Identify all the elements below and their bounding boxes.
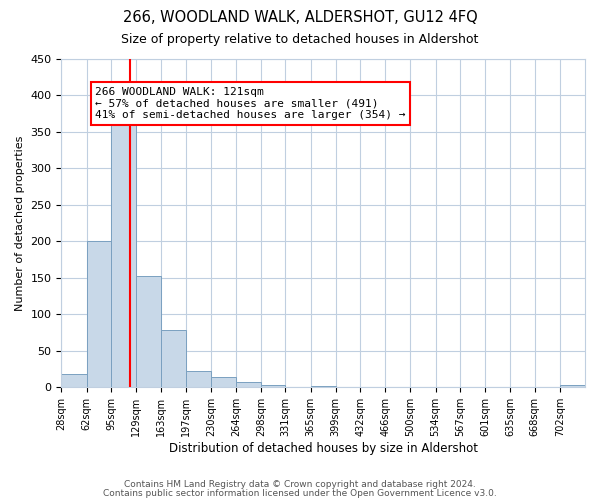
Bar: [187, 372, 211, 388]
Text: Contains HM Land Registry data © Crown copyright and database right 2024.: Contains HM Land Registry data © Crown c…: [124, 480, 476, 489]
Text: Size of property relative to detached houses in Aldershot: Size of property relative to detached ho…: [121, 32, 479, 46]
Bar: [261, 385, 286, 388]
X-axis label: Distribution of detached houses by size in Aldershot: Distribution of detached houses by size …: [169, 442, 478, 455]
Bar: [136, 276, 161, 388]
Y-axis label: Number of detached properties: Number of detached properties: [15, 136, 25, 311]
Bar: [61, 374, 86, 388]
Bar: [111, 120, 136, 388]
Text: 266, WOODLAND WALK, ALDERSHOT, GU12 4FQ: 266, WOODLAND WALK, ALDERSHOT, GU12 4FQ: [122, 10, 478, 25]
Bar: [560, 385, 585, 388]
Bar: [86, 240, 111, 388]
Text: 266 WOODLAND WALK: 121sqm
← 57% of detached houses are smaller (491)
41% of semi: 266 WOODLAND WALK: 121sqm ← 57% of detac…: [95, 87, 406, 120]
Bar: [161, 330, 187, 388]
Bar: [211, 377, 236, 388]
Bar: [236, 382, 261, 388]
Bar: [311, 386, 336, 388]
Text: Contains public sector information licensed under the Open Government Licence v3: Contains public sector information licen…: [103, 488, 497, 498]
